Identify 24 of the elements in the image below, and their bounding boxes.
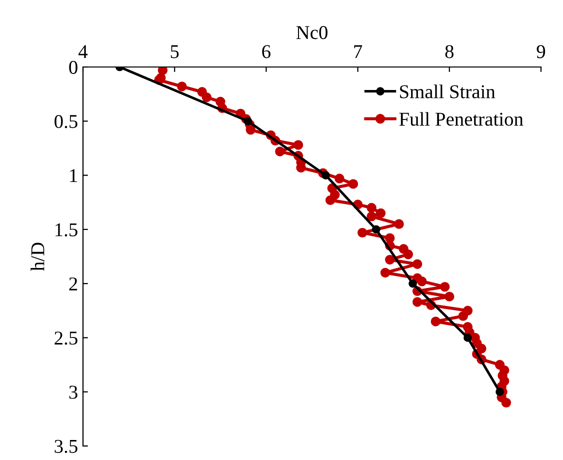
point [372,225,380,234]
y-tick-label: 2 [69,277,78,290]
point [464,334,472,342]
y-tick-label: 0 [69,60,78,74]
y-tick-label: 3.5 [54,440,78,454]
x-tick-label: 9 [536,45,546,58]
point [322,171,330,180]
x-tick-label: 8 [445,45,454,58]
y-tick-label: 0.5 [54,114,78,128]
legend-label: Full Penetration [399,112,524,126]
x-tick-label: 5 [170,45,179,58]
point [244,116,252,126]
y-tick-label: 1.5 [56,223,78,236]
y-axis-title: h/D [30,242,44,271]
y-tick-label: 3 [69,386,78,399]
x-tick-label: 4 [78,45,88,58]
legend-label: Small Strain [400,84,496,98]
point [408,279,417,288]
y-tick-label: 1 [70,169,77,182]
x-tick-label: 6 [262,45,270,58]
x-tick-label: 7 [354,45,362,58]
point [496,388,504,396]
x-axis-title: Nc0 [296,26,328,40]
y-tick-label: 2.5 [54,332,78,345]
